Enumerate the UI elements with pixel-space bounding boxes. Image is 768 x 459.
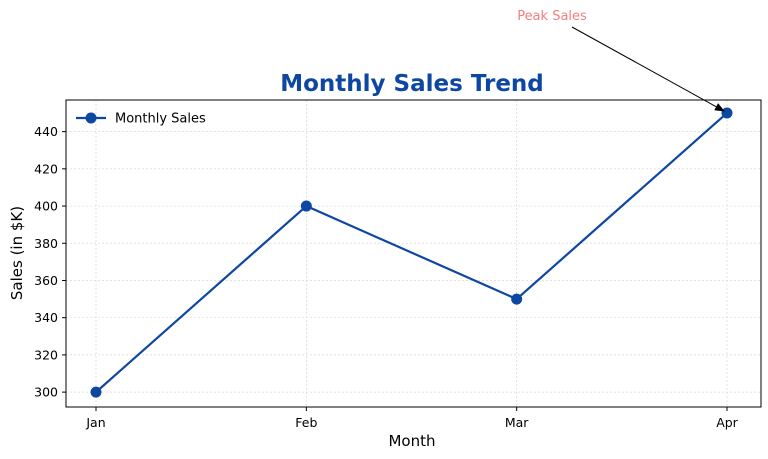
series-monthly-sales: [90, 107, 733, 398]
chart-title: Monthly Sales Trend: [280, 71, 544, 97]
y-tick-label: 300: [34, 385, 58, 400]
series-line: [95, 112, 728, 393]
y-tick-label: 380: [34, 236, 58, 251]
legend: Monthly Sales: [76, 112, 206, 127]
y-axis-label: Sales (in $K): [8, 206, 26, 300]
data-point-apr: [721, 107, 733, 119]
x-tick-label: Mar: [505, 415, 529, 430]
y-tick-label: 420: [34, 161, 58, 176]
peak-annotation: Peak Sales: [517, 9, 725, 112]
y-tick-label: 440: [34, 124, 58, 139]
grid-lines: [66, 100, 761, 407]
x-axis-label: Month: [388, 432, 435, 450]
x-tick-label: Apr: [716, 415, 738, 430]
x-axis-ticks: Jan Feb Mar Apr: [85, 407, 739, 430]
y-tick-label: 400: [34, 199, 58, 214]
data-point-mar: [511, 293, 523, 305]
annotation-label: Peak Sales: [517, 9, 587, 24]
x-tick-label: Feb: [295, 415, 317, 430]
legend-label: Monthly Sales: [115, 112, 206, 127]
data-point-jan: [90, 386, 102, 398]
y-tick-label: 360: [34, 273, 58, 288]
x-tick-label: Jan: [85, 415, 105, 430]
annotation-arrow: [571, 26, 725, 112]
legend-marker-swatch: [85, 112, 97, 124]
y-axis-ticks: 300 320 340 360 380 400 420 440: [34, 124, 66, 400]
y-tick-label: 340: [34, 310, 58, 325]
y-tick-label: 320: [34, 347, 58, 362]
data-point-feb: [300, 200, 312, 212]
plot-area-frame: [65, 99, 762, 408]
